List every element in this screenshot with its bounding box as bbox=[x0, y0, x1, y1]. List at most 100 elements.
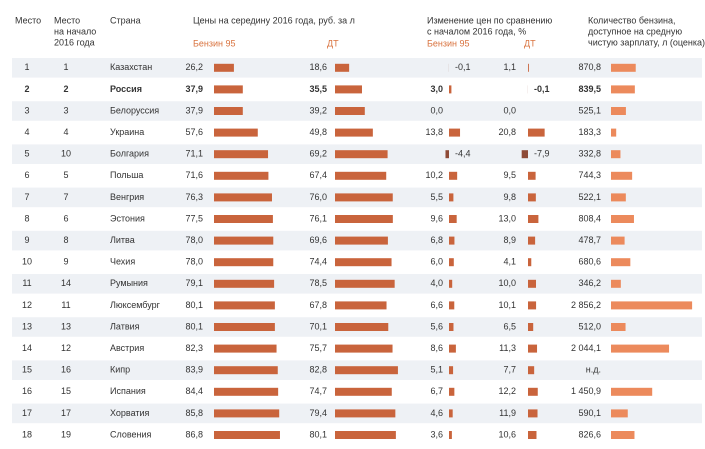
bar bbox=[335, 215, 393, 223]
bar bbox=[611, 237, 625, 245]
country-header: Страна bbox=[110, 15, 141, 25]
bar bbox=[528, 409, 538, 417]
rank: 15 bbox=[22, 365, 32, 375]
bar bbox=[528, 366, 534, 374]
bar bbox=[611, 301, 692, 309]
country: Румыния bbox=[110, 278, 148, 288]
rank: 18 bbox=[22, 429, 32, 439]
value-label: 6,8 bbox=[430, 235, 443, 245]
bar bbox=[449, 258, 454, 266]
value-label: 69,6 bbox=[309, 235, 327, 245]
change-header: Изменение цен по сравнению bbox=[427, 15, 552, 25]
country: Россия bbox=[110, 84, 142, 94]
bar bbox=[449, 215, 457, 223]
value-label: 2 044,1 bbox=[571, 343, 601, 353]
value-label: 80,1 bbox=[185, 321, 203, 331]
bar bbox=[528, 388, 538, 396]
bar bbox=[335, 409, 395, 417]
value-label: 2 856,2 bbox=[571, 300, 601, 310]
value-label: 7,7 bbox=[503, 365, 516, 375]
bar bbox=[335, 64, 349, 72]
value-label: 49,8 bbox=[309, 127, 327, 137]
value-label: 79,1 bbox=[185, 278, 203, 288]
start-rank-header: Место bbox=[54, 15, 80, 25]
change-dt-header: ДТ bbox=[524, 38, 536, 48]
value-label: 78,0 bbox=[185, 235, 203, 245]
value-label: 0,0 bbox=[503, 105, 516, 115]
value-label: 744,3 bbox=[578, 170, 601, 180]
bar bbox=[528, 258, 531, 266]
bar bbox=[445, 150, 449, 158]
country: Казахстан bbox=[110, 62, 152, 72]
value-label: 346,2 bbox=[578, 278, 601, 288]
value-label: 6,5 bbox=[503, 321, 516, 331]
value-label: 0,0 bbox=[430, 105, 443, 115]
country: Чехия bbox=[110, 257, 135, 267]
value-label: 525,1 bbox=[578, 105, 601, 115]
rank: 7 bbox=[24, 192, 29, 202]
bar bbox=[528, 431, 536, 439]
value-label: 522,1 bbox=[578, 192, 601, 202]
rank: 1 bbox=[24, 62, 29, 72]
rank: 9 bbox=[24, 235, 29, 245]
value-label: 12,2 bbox=[498, 386, 516, 396]
start-rank: 8 bbox=[63, 235, 68, 245]
bar bbox=[611, 64, 636, 72]
p95-header: Бензин 95 bbox=[193, 38, 236, 48]
rank: 10 bbox=[22, 257, 32, 267]
value-label: -0,1 bbox=[534, 84, 550, 94]
value-label: 8,9 bbox=[503, 235, 516, 245]
start-rank-header: на начало bbox=[54, 26, 96, 36]
bar bbox=[214, 280, 274, 288]
bar bbox=[611, 258, 630, 266]
start-rank: 17 bbox=[61, 408, 71, 418]
bar bbox=[528, 345, 537, 353]
value-label: 35,5 bbox=[309, 84, 327, 94]
bar bbox=[611, 193, 626, 201]
value-label: 80,1 bbox=[185, 300, 203, 310]
value-label: 826,6 bbox=[578, 429, 601, 439]
value-label: 9,8 bbox=[503, 192, 516, 202]
value-label: 76,0 bbox=[309, 192, 327, 202]
bar bbox=[335, 150, 388, 158]
bar bbox=[611, 172, 632, 180]
value-label: 76,3 bbox=[185, 192, 203, 202]
bar bbox=[214, 345, 277, 353]
value-label: 20,8 bbox=[498, 127, 516, 137]
bar bbox=[611, 107, 626, 115]
value-label: 6,7 bbox=[430, 386, 443, 396]
start-rank: 3 bbox=[63, 105, 68, 115]
bar bbox=[335, 258, 392, 266]
bar bbox=[449, 409, 453, 417]
start-rank: 1 bbox=[63, 62, 68, 72]
value-label: 83,9 bbox=[185, 365, 203, 375]
start-rank: 5 bbox=[63, 170, 68, 180]
value-label: 78,5 bbox=[309, 278, 327, 288]
value-label: 9,5 bbox=[503, 170, 516, 180]
value-label: 9,6 bbox=[430, 213, 443, 223]
value-label: 18,6 bbox=[309, 62, 327, 72]
value-label: 79,4 bbox=[309, 408, 327, 418]
country: Хорватия bbox=[110, 408, 150, 418]
value-label: 10,2 bbox=[425, 170, 443, 180]
bar bbox=[449, 129, 460, 137]
value-label: 3,0 bbox=[430, 84, 443, 94]
start-rank: 7 bbox=[63, 192, 68, 202]
bar bbox=[611, 215, 634, 223]
value-label: 183,3 bbox=[578, 127, 601, 137]
rank: 14 bbox=[22, 343, 32, 353]
bar bbox=[449, 323, 453, 331]
bar bbox=[528, 64, 529, 72]
value-label: 76,1 bbox=[309, 213, 327, 223]
bar bbox=[335, 172, 386, 180]
value-label: 590,1 bbox=[578, 408, 601, 418]
bar bbox=[214, 323, 275, 331]
value-label: 67,4 bbox=[309, 170, 327, 180]
value-label: 78,0 bbox=[185, 257, 203, 267]
value-label: 1 450,9 bbox=[571, 386, 601, 396]
value-label: 75,7 bbox=[309, 343, 327, 353]
value-label: 839,5 bbox=[578, 84, 601, 94]
bar bbox=[449, 172, 457, 180]
start-rank: 16 bbox=[61, 365, 71, 375]
start-rank: 9 bbox=[63, 257, 68, 267]
